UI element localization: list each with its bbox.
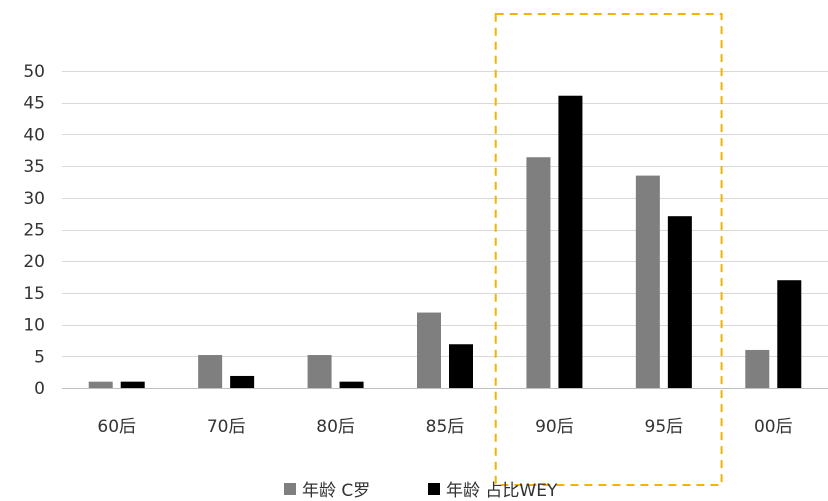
y-tick-label: 25: [23, 221, 45, 241]
legend-swatch: [284, 483, 296, 495]
y-tick-label: 0: [34, 379, 45, 399]
bar-series-1: [88, 381, 113, 388]
x-tick-label: 90后: [535, 417, 574, 437]
bar-series-1: [745, 349, 770, 388]
bar-series-2: [339, 381, 364, 388]
bars: [88, 95, 802, 388]
y-tick-label: 35: [23, 157, 45, 177]
y-tick-label: 30: [23, 189, 45, 209]
bar-series-1: [198, 355, 223, 388]
bar-series-1: [307, 355, 332, 388]
bar-series-2: [777, 280, 802, 388]
legend-swatch: [428, 483, 440, 495]
x-tick-label: 00后: [754, 417, 793, 437]
gridlines: [62, 71, 828, 389]
bar-series-1: [635, 175, 660, 388]
highlight-dashed-box: [494, 13, 723, 486]
bar-series-2: [558, 95, 583, 388]
y-tick-label: 10: [23, 316, 45, 336]
bar-series-2: [449, 344, 473, 388]
bar-series-1: [417, 312, 441, 388]
bar-series-2: [230, 375, 255, 388]
x-axis-tick-labels: 60后 70后 80后 85后 90后 95后 00后: [97, 417, 792, 437]
y-tick-label: 5: [34, 347, 45, 367]
y-tick-label: 45: [23, 94, 45, 114]
x-tick-label: 80后: [316, 417, 355, 437]
bar-series-2: [120, 381, 145, 388]
x-tick-label: 95后: [645, 417, 684, 437]
bar-series-2: [667, 216, 692, 388]
legend-label: 年龄 C罗: [302, 481, 370, 501]
highlight-box: [494, 13, 723, 486]
y-tick-label: 20: [23, 252, 45, 272]
x-tick-label: 70后: [207, 417, 246, 437]
bar-series-1: [526, 157, 551, 388]
y-axis-tick-labels: 0 5 10 15 20 25 30 35 40 45 50: [23, 62, 45, 399]
legend: 年龄 C罗 年龄 占比WEY: [284, 481, 558, 501]
y-tick-label: 40: [23, 125, 45, 145]
x-tick-label: 60后: [97, 417, 136, 437]
y-tick-label: 50: [23, 62, 45, 82]
x-tick-label: 85后: [426, 417, 465, 437]
y-tick-label: 15: [23, 284, 45, 304]
legend-label: 年龄 占比WEY: [446, 481, 558, 501]
